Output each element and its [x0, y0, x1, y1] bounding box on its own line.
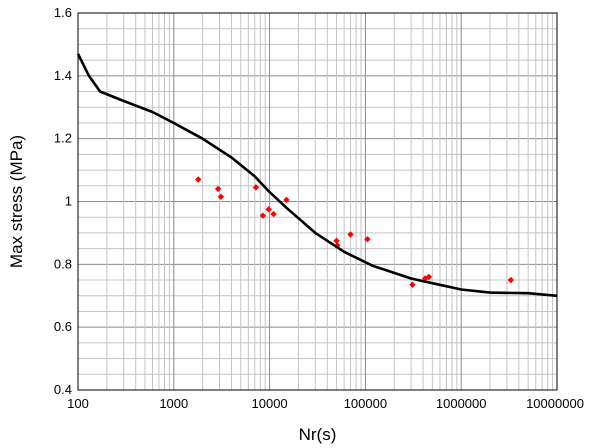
y-tick-label: 0.4 [54, 382, 72, 397]
y-tick-label: 1.6 [54, 5, 72, 20]
y-tick-label: 1.4 [54, 68, 72, 83]
data-point [195, 176, 202, 183]
series-layer [76, 53, 558, 298]
data-point [364, 236, 371, 243]
data-point [409, 281, 416, 288]
x-tick-label: 1000 [159, 396, 188, 411]
data-point [265, 206, 272, 213]
data-point [507, 276, 515, 284]
x-tick-label: 10000000 [526, 396, 584, 411]
y-axis-ticks: 0.4 0.6 0.8 1 1.2 1.4 1.6 [54, 5, 72, 397]
data-point [334, 242, 341, 249]
data-point [217, 193, 225, 200]
y-tick-label: 1.2 [54, 131, 72, 146]
plot-frame [77, 12, 558, 391]
data-point [270, 210, 277, 218]
data-point [425, 273, 433, 281]
x-tick-label: 10000 [252, 396, 288, 411]
data-point [252, 184, 260, 191]
y-tick-label: 1 [65, 194, 72, 209]
data-point [214, 185, 222, 193]
x-axis-ticks: 100 1000 10000 100000 1000000 10000000 [67, 396, 584, 411]
grid [77, 12, 557, 391]
x-axis-label: Nr(s) [299, 425, 337, 444]
data-point [347, 231, 354, 238]
fit-curve-line [76, 53, 558, 298]
x-tick-label: 100 [67, 396, 89, 411]
x-tick-label: 100000 [344, 396, 387, 411]
y-axis-label: Max stress (MPa) [7, 135, 26, 268]
y-tick-label: 0.6 [54, 319, 72, 334]
data-point [259, 212, 267, 219]
x-tick-label: 1000000 [436, 396, 487, 411]
data-point [333, 237, 340, 244]
y-tick-label: 0.8 [54, 256, 72, 271]
data-point [283, 196, 290, 204]
